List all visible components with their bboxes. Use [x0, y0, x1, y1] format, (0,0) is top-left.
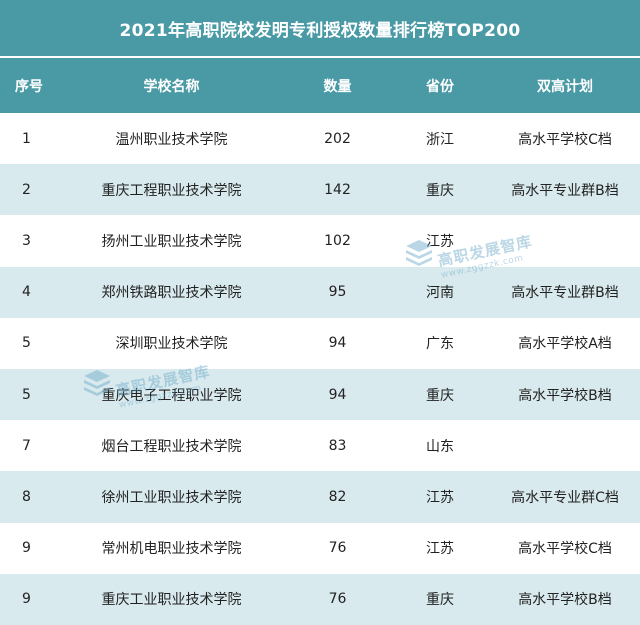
cell-province: 重庆: [426, 592, 454, 609]
cell-rank: 9: [22, 540, 31, 557]
table-row: 9 常州机电职业技术学院 76 江苏 高水平学校C档: [0, 522, 640, 574]
cell-rank: 8: [22, 488, 31, 505]
cell-rank: 9: [22, 591, 31, 608]
cell-school: 烟台工程职业技术学院: [101, 438, 242, 455]
header-rank: 序号: [15, 78, 43, 95]
table-row: 8 徐州工业职业技术学院 82 江苏 高水平专业群C档: [0, 471, 640, 523]
cell-plan: 高水平学校B档: [518, 387, 612, 404]
cell-count: 76: [328, 540, 347, 557]
cell-plan: [490, 215, 640, 266]
cell-rank: 7: [22, 437, 31, 454]
cell-rank: 3: [22, 232, 31, 249]
cell-count: 142: [324, 181, 351, 198]
cell-plan: 高水平学校C档: [518, 131, 612, 148]
cell-school: 重庆工程职业技术学院: [101, 182, 242, 199]
header-province: 省份: [426, 78, 454, 95]
cell-rank: 4: [22, 284, 31, 301]
cell-province: 山东: [426, 438, 454, 455]
cell-school: 重庆工业职业技术学院: [101, 592, 242, 609]
table-header-row: 序号 学校名称 数量 省份 双高计划: [0, 58, 640, 113]
cell-count: 95: [328, 284, 347, 301]
table-row: 2 重庆工程职业技术学院 142 重庆 高水平专业群B档: [0, 164, 640, 216]
cell-count: 82: [328, 488, 347, 505]
cell-school: 扬州工业职业技术学院: [101, 233, 242, 250]
cell-plan: 高水平学校B档: [518, 592, 612, 609]
cell-school: 徐州工业职业技术学院: [101, 489, 242, 506]
cell-plan: 高水平学校C档: [518, 541, 612, 558]
table-row: 4 郑州铁路职业技术学院 95 河南 高水平专业群B档: [0, 266, 640, 318]
cell-plan: 高水平专业群C档: [511, 489, 619, 506]
table-row: 5 重庆电子工程职业学院 94 重庆 高水平学校B档: [0, 368, 640, 421]
cell-school: 郑州铁路职业技术学院: [101, 285, 242, 302]
cell-rank: 5: [22, 386, 31, 403]
cell-plan: 高水平专业群B档: [511, 182, 619, 199]
header-count: 数量: [323, 78, 352, 95]
cell-rank: 5: [22, 335, 31, 352]
cell-province: 江苏: [426, 489, 454, 506]
ranking-table: 序号 学校名称 数量 省份 双高计划 1 温州职业技术学院 202 浙江 高水平…: [0, 58, 640, 625]
cell-province: 重庆: [426, 182, 454, 199]
cell-province: 浙江: [426, 131, 454, 148]
cell-count: 94: [328, 335, 347, 352]
table-row: 9 重庆工业职业技术学院 76 重庆 高水平学校B档: [0, 573, 640, 625]
cell-school: 常州机电职业技术学院: [101, 541, 242, 558]
table-row: 1 温州职业技术学院 202 浙江 高水平学校C档: [0, 113, 640, 165]
cell-province: 江苏: [426, 233, 454, 250]
table-row: 7 烟台工程职业技术学院 83 山东: [0, 420, 640, 472]
cell-province: 广东: [426, 336, 454, 353]
table-row: 3 扬州工业职业技术学院 102 江苏: [0, 215, 640, 267]
cell-school: 重庆电子工程职业学院: [101, 387, 242, 404]
header-school: 学校名称: [143, 78, 200, 95]
cell-school: 深圳职业技术学院: [115, 336, 228, 353]
page-title: 2021年高职院校发明专利授权数量排行榜TOP200: [0, 0, 640, 58]
cell-plan: [490, 420, 640, 471]
cell-count: 102: [324, 232, 351, 249]
cell-plan: 高水平学校A档: [518, 336, 612, 353]
cell-count: 202: [324, 130, 351, 147]
cell-rank: 2: [22, 181, 31, 198]
cell-province: 河南: [426, 285, 454, 302]
table-row: 5 深圳职业技术学院 94 广东 高水平学校A档: [0, 317, 640, 369]
cell-count: 94: [328, 386, 347, 403]
cell-rank: 1: [22, 130, 31, 147]
cell-province: 重庆: [426, 387, 454, 404]
cell-province: 江苏: [426, 541, 454, 558]
cell-count: 76: [328, 591, 347, 608]
cell-school: 温州职业技术学院: [115, 131, 228, 148]
cell-plan: 高水平专业群B档: [511, 285, 619, 302]
header-plan: 双高计划: [537, 78, 593, 95]
cell-count: 83: [328, 437, 347, 454]
